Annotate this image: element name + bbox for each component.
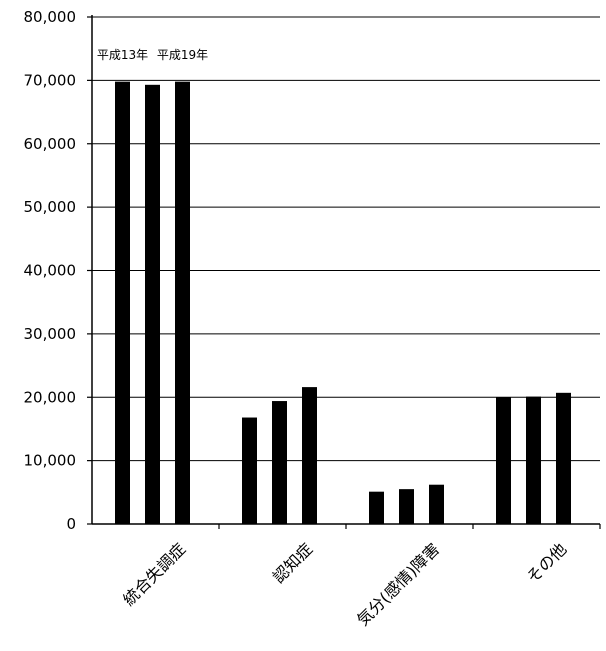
bar: [556, 392, 571, 524]
y-tick-label: 50,000: [24, 198, 77, 216]
bar: [496, 397, 511, 524]
y-tick-label: 30,000: [24, 325, 77, 343]
gridlines: [92, 16, 600, 462]
year-annotations: 平成13年 平成19年: [97, 48, 208, 62]
year-annotation: 平成19年: [157, 48, 208, 62]
bar: [302, 387, 317, 524]
y-tick-label: 70,000: [24, 71, 77, 89]
bar: [242, 417, 257, 524]
category-labels: 統合失調症 認知症 気分(感情)障害 その他: [119, 539, 570, 629]
bar: [429, 484, 444, 524]
bar: [145, 84, 160, 524]
y-axis-tick-labels: 0 10,000 20,000 30,000 40,000 50,000 60,000 70,…: [24, 8, 77, 533]
y-tick-label: 10,000: [24, 452, 77, 470]
y-tick-label: 0: [66, 515, 76, 533]
category-label: その他: [523, 539, 570, 586]
y-tick-label: 40,000: [24, 262, 77, 280]
bar: [399, 489, 414, 524]
bar: [526, 396, 541, 524]
category-label: 認知症: [269, 539, 316, 586]
bar: [369, 491, 384, 524]
year-annotation: 平成13年: [97, 48, 148, 62]
bar: [272, 401, 287, 524]
y-tick-label: 80,000: [24, 8, 77, 26]
axes: [87, 15, 601, 529]
y-tick-label: 20,000: [24, 388, 77, 406]
category-label: 気分(感情)障害: [353, 539, 443, 629]
bars: [115, 81, 571, 524]
category-label: 統合失調症: [119, 539, 189, 609]
bar: [175, 81, 190, 524]
bar: [115, 81, 130, 524]
y-tick-label: 60,000: [24, 135, 77, 153]
